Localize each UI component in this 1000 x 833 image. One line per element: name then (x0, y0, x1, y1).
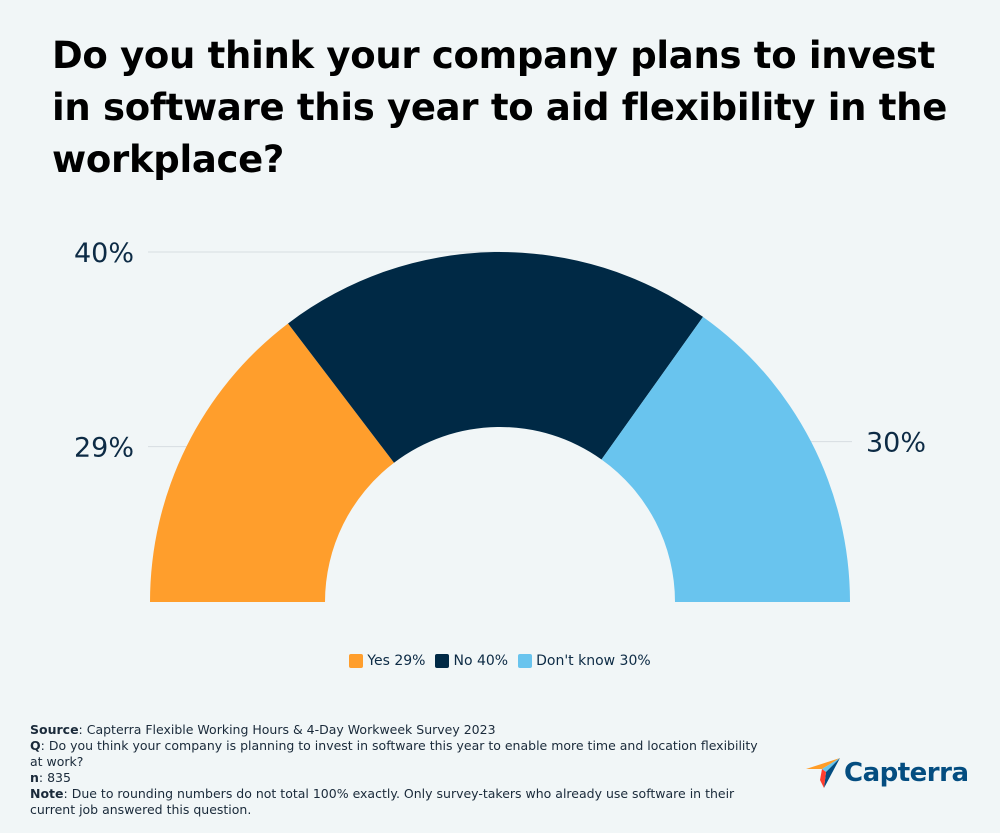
legend-label-yes: Yes 29% (367, 653, 426, 669)
note-text: : Due to rounding numbers do not total 1… (30, 786, 735, 817)
capterra-logo-icon (806, 758, 840, 788)
note-line: Note: Due to rounding numbers do not tot… (30, 786, 770, 818)
chart-footer: Source: Capterra Flexible Working Hours … (30, 722, 770, 818)
legend-item-no: No 40% (435, 653, 508, 669)
value-label-no: 40% (74, 238, 134, 269)
legend-swatch-no (435, 654, 450, 668)
value-label-don-t-know: 30% (866, 428, 926, 459)
source-label: Source (30, 722, 79, 737)
chart-value-labels: 29% 40% 30% (74, 238, 926, 464)
legend-label-no: No 40% (453, 653, 509, 669)
value-label-yes: 29% (74, 433, 134, 464)
legend-swatch-yes (349, 654, 364, 668)
question-line: Q: Do you think your company is planning… (30, 738, 770, 770)
label-leader-lines (148, 251, 852, 448)
sample-size-text: : 835 (38, 770, 71, 785)
legend-item-yes: Yes 29% (349, 653, 425, 669)
capterra-logo: Capterra (806, 758, 969, 788)
chart-slices (150, 252, 850, 602)
slice-yes (150, 323, 395, 602)
note-label: Note (30, 786, 64, 801)
sample-size-label: n (30, 770, 39, 785)
source-text: : Capterra Flexible Working Hours & 4-Da… (78, 722, 496, 737)
question-text: : Do you think your company is planning … (30, 738, 758, 769)
slice-don-t-know (601, 316, 850, 602)
chart-legend: Yes 29% No 40% Don't know 30% (0, 653, 1000, 669)
source-line: Source: Capterra Flexible Working Hours … (30, 722, 770, 738)
capterra-logo-text: Capterra (844, 758, 969, 788)
legend-swatch-don-t-know (518, 654, 533, 668)
question-label: Q (30, 738, 41, 753)
chart-title: Do you think your company plans to inves… (52, 34, 948, 181)
slice-no (288, 252, 704, 463)
sample-size-line: n: 835 (30, 770, 770, 786)
legend-item-don-t-know: Don't know 30% (518, 653, 651, 669)
legend-label-don-t-know: Don't know 30% (536, 653, 651, 669)
